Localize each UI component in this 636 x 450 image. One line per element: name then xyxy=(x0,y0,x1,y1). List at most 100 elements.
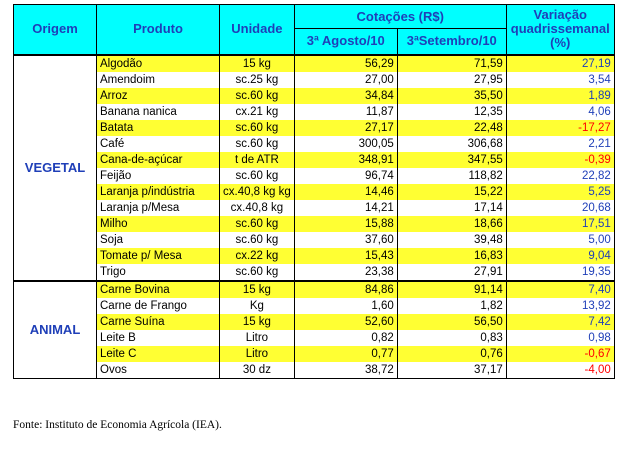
price-september-cell: 0,76 xyxy=(396,345,507,362)
product-cell: Café xyxy=(96,135,220,152)
price-september-cell: 39,48 xyxy=(396,231,507,248)
variation-cell: 17,51 xyxy=(505,215,615,232)
table-row: Carne Suína 15 kg 52,60 56,50 7,42 xyxy=(14,313,615,330)
price-august-cell: 1,60 xyxy=(293,297,398,314)
table-row: Cana-de-açúcar t de ATR 348,91 347,55 -0,39 xyxy=(14,151,615,168)
unit-cell: Kg xyxy=(219,297,295,314)
price-september-cell: 306,68 xyxy=(396,135,507,152)
product-cell: Laranja p/indústria xyxy=(96,183,220,200)
table-row: Soja sc.60 kg 37,60 39,48 5,00 xyxy=(14,231,615,248)
table-row: Leite C Litro 0,77 0,76 -0,67 xyxy=(14,345,615,362)
price-august-cell: 27,00 xyxy=(293,71,398,88)
unit-cell: sc.60 kg xyxy=(219,263,295,281)
product-cell: Laranja p/Mesa xyxy=(96,199,220,216)
product-cell: Carne Bovina xyxy=(96,279,220,298)
price-september-cell: 22,48 xyxy=(396,119,507,136)
variation-cell: 5,25 xyxy=(505,183,615,200)
unit-cell: cx.21 kg xyxy=(219,103,295,120)
product-cell: Amendoim xyxy=(96,71,220,88)
variation-cell: 20,68 xyxy=(505,199,615,216)
price-august-cell: 15,88 xyxy=(293,215,398,232)
table-row: Banana nanica cx.21 kg 11,87 12,35 4,06 xyxy=(14,103,615,120)
price-september-cell: 0,83 xyxy=(396,329,507,346)
unit-cell: 15 kg xyxy=(219,279,295,298)
table-row: Carne de Frango Kg 1,60 1,82 13,92 xyxy=(14,297,615,314)
price-september-cell: 118,82 xyxy=(396,167,507,184)
product-cell: Carne Suína xyxy=(96,313,220,330)
table-row: Laranja p/indústria cx.40,8 kg kg 14,46 15,… xyxy=(14,183,615,200)
price-september-cell: 15,22 xyxy=(396,183,507,200)
price-august-cell: 300,05 xyxy=(293,135,398,152)
price-september-cell: 91,14 xyxy=(396,279,507,298)
header-unidade: Unidade xyxy=(219,4,295,55)
variation-cell: -0,39 xyxy=(505,151,615,168)
table-row: Milho sc.60 kg 15,88 18,66 17,51 xyxy=(14,215,615,232)
unit-cell: sc.25 kg xyxy=(219,71,295,88)
unit-cell: sc.60 kg xyxy=(219,119,295,136)
price-august-cell: 56,29 xyxy=(293,53,398,72)
variation-cell: 27,19 xyxy=(505,53,615,72)
header-variacao: Variação quadrissemanal (%) xyxy=(505,4,615,55)
price-september-cell: 1,82 xyxy=(396,297,507,314)
price-september-cell: 56,50 xyxy=(396,313,507,330)
variation-cell: 22,82 xyxy=(505,167,615,184)
price-table: Origem Produto Unidade Cotações (R$) Var… xyxy=(13,4,615,379)
variation-cell: -17,27 xyxy=(505,119,615,136)
table-row: Feijão sc.60 kg 96,74 118,82 22,82 xyxy=(14,167,615,184)
price-august-cell: 37,60 xyxy=(293,231,398,248)
price-august-cell: 84,86 xyxy=(293,279,398,298)
unit-cell: sc.60 kg xyxy=(219,215,295,232)
price-september-cell: 71,59 xyxy=(396,53,507,72)
price-august-cell: 0,82 xyxy=(293,329,398,346)
price-august-cell: 27,17 xyxy=(293,119,398,136)
unit-cell: sc.60 kg xyxy=(219,167,295,184)
table-row: Café sc.60 kg 300,05 306,68 2,21 xyxy=(14,135,615,152)
unit-cell: 15 kg xyxy=(219,53,295,72)
product-cell: Carne de Frango xyxy=(96,297,220,314)
price-september-cell: 18,66 xyxy=(396,215,507,232)
price-september-cell: 27,95 xyxy=(396,71,507,88)
price-september-cell: 12,35 xyxy=(396,103,507,120)
table-row: ANIMAL Carne Bovina 15 kg 84,86 91,14 7,40 xyxy=(13,279,615,379)
unit-cell: t de ATR xyxy=(219,151,295,168)
product-cell: Batata xyxy=(96,119,220,136)
unit-cell: Litro xyxy=(219,345,295,362)
header-produto: Produto xyxy=(96,4,220,55)
product-cell: Ovos xyxy=(96,361,220,379)
product-cell: Feijão xyxy=(96,167,220,184)
unit-cell: 30 dz xyxy=(219,361,295,379)
header-cotacoes: Cotações (R$) xyxy=(293,4,507,29)
product-cell: Milho xyxy=(96,215,220,232)
unit-cell: cx.40,8 kg xyxy=(219,199,295,216)
unit-cell: cx.40,8 kg kg xyxy=(219,183,295,200)
source-note: Fonte: Instituto de Economia Agrícola (I… xyxy=(13,419,222,431)
price-august-cell: 96,74 xyxy=(293,167,398,184)
product-cell: Trigo xyxy=(96,263,220,281)
table-row: Arroz sc.60 kg 34,84 35,50 1,89 xyxy=(14,87,615,104)
table-row: Tomate p/ Mesa cx.22 kg 15,43 16,83 9,04 xyxy=(14,247,615,264)
variation-cell: 7,40 xyxy=(505,279,615,298)
product-cell: Soja xyxy=(96,231,220,248)
price-table-container: Origem Produto Unidade Cotações (R$) Var… xyxy=(13,4,615,379)
price-september-cell: 27,91 xyxy=(396,263,507,281)
product-cell: Tomate p/ Mesa xyxy=(96,247,220,264)
price-september-cell: 17,14 xyxy=(396,199,507,216)
variation-cell: 9,04 xyxy=(505,247,615,264)
variation-cell: -4,00 xyxy=(505,361,615,379)
product-cell: Algodão xyxy=(96,53,220,72)
table-row: VEGETAL Algodão 15 kg 56,29 71,59 27,19 xyxy=(13,53,615,281)
price-august-cell: 38,72 xyxy=(293,361,398,379)
unit-cell: Litro xyxy=(219,329,295,346)
variation-cell: 13,92 xyxy=(505,297,615,314)
price-august-cell: 0,77 xyxy=(293,345,398,362)
price-august-cell: 34,84 xyxy=(293,87,398,104)
unit-cell: cx.22 kg xyxy=(219,247,295,264)
product-cell: Arroz xyxy=(96,87,220,104)
origem-cell: ANIMAL xyxy=(13,279,97,379)
table-row: Amendoim sc.25 kg 27,00 27,95 3,54 xyxy=(14,71,615,88)
table-row: Trigo sc.60 kg 23,38 27,91 19,35 xyxy=(14,263,615,281)
price-august-cell: 15,43 xyxy=(293,247,398,264)
variation-cell: 5,00 xyxy=(505,231,615,248)
product-cell: Cana-de-açúcar xyxy=(96,151,220,168)
unit-cell: sc.60 kg xyxy=(219,231,295,248)
